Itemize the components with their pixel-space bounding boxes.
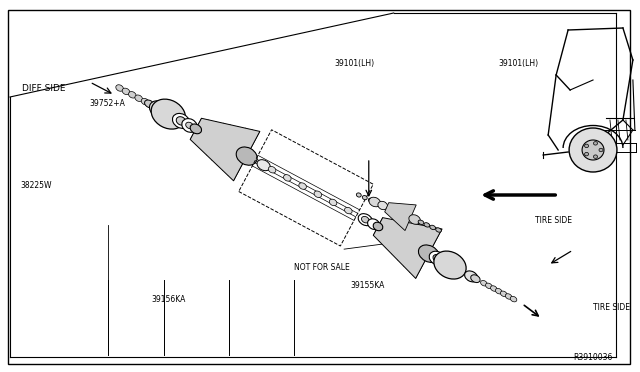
Ellipse shape [506,294,512,299]
Ellipse shape [593,155,598,158]
Ellipse shape [151,99,186,129]
Ellipse shape [176,117,186,125]
Ellipse shape [369,198,373,202]
Text: NOT FOR SALE: NOT FOR SALE [294,263,350,273]
Ellipse shape [510,296,517,302]
Ellipse shape [436,228,442,232]
Ellipse shape [569,128,617,172]
Text: 39101(LH): 39101(LH) [499,58,538,67]
Ellipse shape [378,201,388,210]
Ellipse shape [344,207,352,214]
Text: R3910036: R3910036 [573,353,612,362]
Ellipse shape [362,217,369,223]
Ellipse shape [471,275,480,283]
Text: TIRE SIDE: TIRE SIDE [535,215,572,224]
Text: 39155KA: 39155KA [351,280,385,289]
Ellipse shape [358,214,372,226]
Ellipse shape [116,85,124,91]
Ellipse shape [257,160,270,171]
Ellipse shape [433,254,442,262]
Ellipse shape [129,92,136,98]
Ellipse shape [373,222,383,231]
Ellipse shape [172,113,189,128]
Ellipse shape [500,291,507,296]
Ellipse shape [584,144,589,148]
Ellipse shape [495,288,502,294]
Ellipse shape [429,251,445,265]
Ellipse shape [135,95,143,102]
Ellipse shape [465,271,478,282]
Ellipse shape [145,100,154,108]
Ellipse shape [481,280,487,286]
Text: DIFF SIDE: DIFF SIDE [22,83,65,93]
Polygon shape [373,218,442,278]
Ellipse shape [599,148,603,152]
Ellipse shape [582,140,604,160]
Ellipse shape [418,220,424,224]
Ellipse shape [486,283,492,289]
Ellipse shape [369,197,381,207]
Ellipse shape [593,142,598,145]
Ellipse shape [409,215,420,224]
Ellipse shape [419,245,439,263]
Ellipse shape [236,147,257,165]
Ellipse shape [284,174,291,181]
Ellipse shape [182,119,197,132]
Ellipse shape [430,225,436,230]
Ellipse shape [141,98,149,105]
Text: TIRE SIDE: TIRE SIDE [593,304,630,312]
Text: 39101(LH): 39101(LH) [335,58,375,67]
Text: 38225W: 38225W [20,180,51,189]
Polygon shape [385,203,416,231]
Ellipse shape [584,153,589,156]
Ellipse shape [314,191,322,198]
Text: 39156KA: 39156KA [152,295,186,305]
Ellipse shape [150,101,170,118]
Ellipse shape [356,193,361,197]
Ellipse shape [362,196,367,200]
Ellipse shape [122,88,130,94]
Ellipse shape [490,286,497,291]
Text: 39752+A: 39752+A [90,99,125,108]
Ellipse shape [268,167,276,173]
Ellipse shape [186,122,193,129]
Ellipse shape [190,124,202,134]
Polygon shape [190,118,260,181]
Ellipse shape [367,219,380,230]
Ellipse shape [424,223,429,227]
Ellipse shape [434,251,466,279]
Ellipse shape [299,183,307,189]
Ellipse shape [330,199,337,206]
